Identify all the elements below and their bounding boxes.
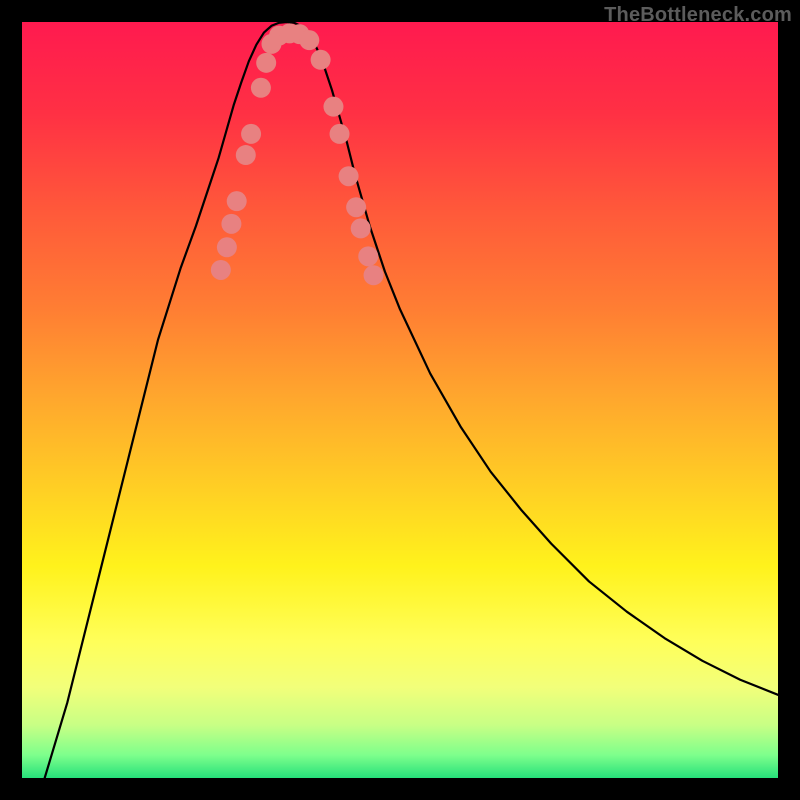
plot-area [22, 22, 778, 778]
data-marker [351, 218, 371, 238]
data-marker [299, 30, 319, 50]
data-marker [346, 197, 366, 217]
data-marker [323, 97, 343, 117]
data-marker [211, 260, 231, 280]
data-marker [227, 191, 247, 211]
data-marker [358, 246, 378, 266]
data-marker [251, 78, 271, 98]
data-marker [339, 166, 359, 186]
data-marker [236, 145, 256, 165]
data-marker [256, 53, 276, 73]
watermark-text: TheBottleneck.com [604, 4, 792, 27]
bottleneck-curve [45, 22, 778, 778]
plot-svg [22, 22, 778, 778]
data-marker [217, 237, 237, 257]
data-marker [221, 214, 241, 234]
data-marker [364, 265, 384, 285]
data-marker [241, 124, 261, 144]
data-marker [330, 124, 350, 144]
data-marker [311, 50, 331, 70]
chart-stage: TheBottleneck.com [0, 0, 800, 800]
